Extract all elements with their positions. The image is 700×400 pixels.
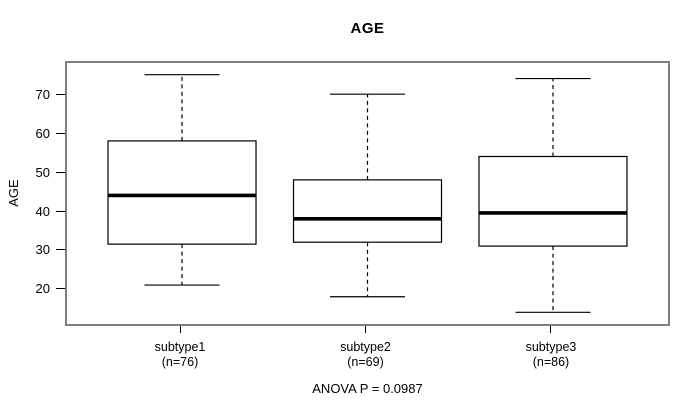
group-count: (n=76) [161, 355, 199, 369]
group-count: (n=69) [347, 355, 384, 369]
y-tick-label-50: 50 [35, 164, 50, 180]
subtype3-iqr-box [478, 155, 628, 247]
group-count: (n=86) [532, 355, 570, 369]
y-axis-tick [56, 210, 65, 212]
x-axis-label-subtype2: subtype2 (n=69) [296, 340, 436, 370]
group-name: subtype2 [340, 340, 391, 354]
y-axis-tick [56, 288, 65, 290]
x-axis-tick-subtype3 [550, 326, 552, 333]
y-axis-tick [56, 132, 65, 134]
x-axis-tick-subtype1 [179, 326, 181, 333]
y-axis-tick [56, 93, 65, 95]
subtype1-iqr-box [107, 140, 257, 245]
x-axis-tick-subtype2 [365, 326, 366, 333]
group-name: subtype1 [154, 340, 206, 354]
x-axis-label-subtype1: subtype1 (n=76) [110, 340, 250, 370]
y-tick-label-20: 20 [35, 281, 50, 297]
plot-area [65, 61, 670, 326]
y-axis-title: AGE [6, 179, 21, 207]
group-name: subtype3 [525, 340, 577, 354]
chart-title: AGE [350, 20, 385, 37]
y-axis-tick [56, 249, 65, 251]
anova-annotation: ANOVA P = 0.0987 [312, 381, 423, 396]
y-tick-label-60: 60 [35, 125, 50, 141]
boxplot-canvas [107, 74, 628, 313]
y-tick-label-30: 30 [35, 242, 50, 258]
y-tick-label-40: 40 [35, 203, 50, 219]
x-axis-label-subtype3: subtype3 (n=86) [481, 340, 621, 370]
subtype2-iqr-box [292, 179, 443, 243]
y-axis-tick [56, 171, 65, 173]
y-tick-label-70: 70 [35, 86, 50, 102]
